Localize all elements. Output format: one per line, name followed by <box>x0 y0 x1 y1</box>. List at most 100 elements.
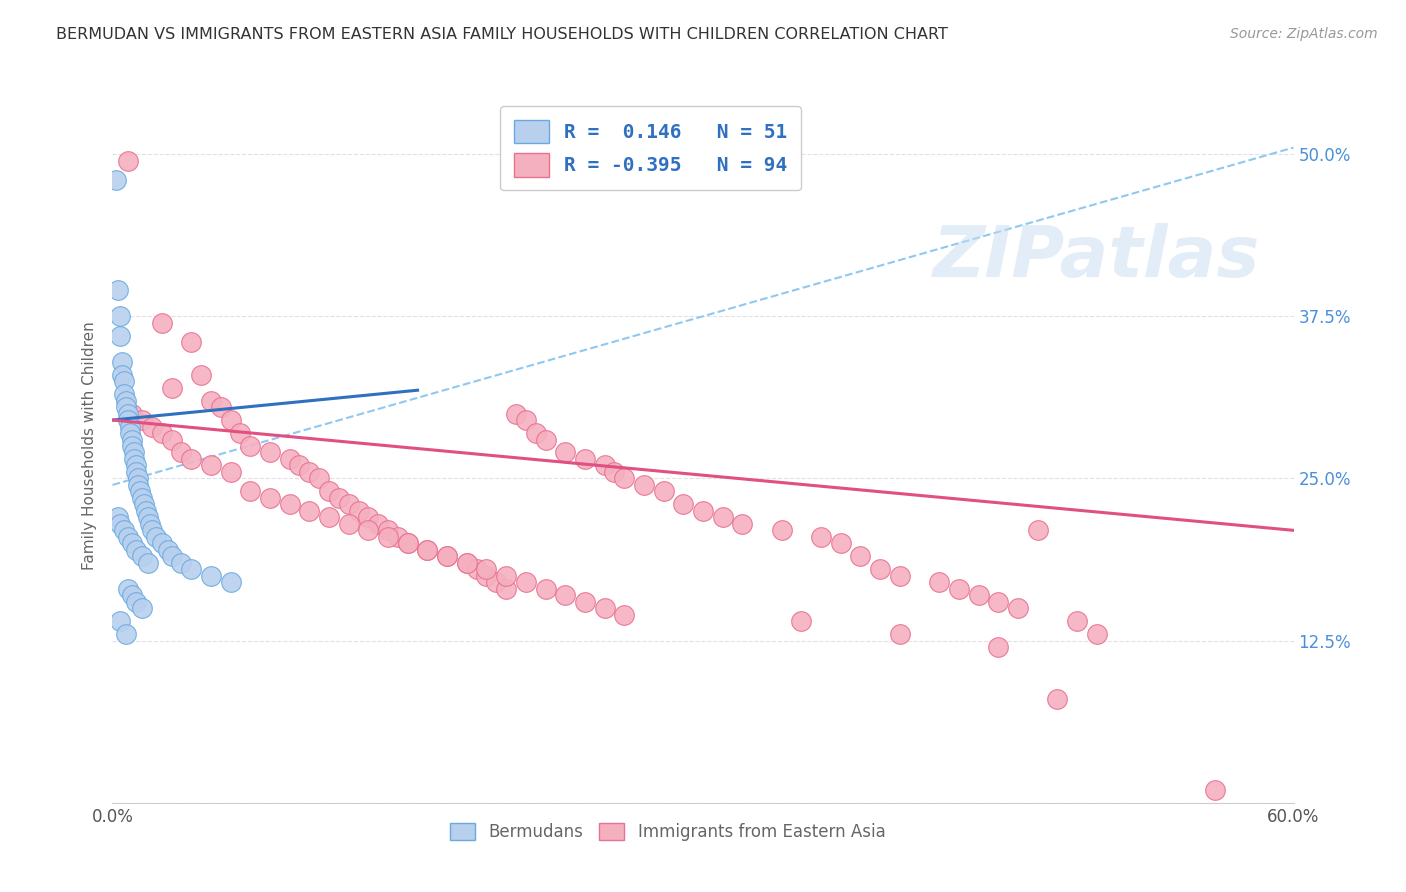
Point <box>121 439 143 453</box>
Point <box>110 310 132 324</box>
Point <box>396 536 419 550</box>
Point <box>318 510 340 524</box>
Point <box>111 354 134 368</box>
Point <box>928 575 950 590</box>
Point <box>574 595 596 609</box>
Point <box>121 407 143 421</box>
Point <box>135 504 157 518</box>
Point <box>127 471 149 485</box>
Point <box>948 582 970 596</box>
Point <box>475 568 498 582</box>
Point <box>200 568 222 582</box>
Point <box>150 536 173 550</box>
Point <box>239 484 262 499</box>
Point <box>120 425 142 440</box>
Point <box>1026 524 1049 538</box>
Point <box>456 556 478 570</box>
Point <box>105 173 128 187</box>
Point <box>131 491 153 505</box>
Point <box>278 497 301 511</box>
Point <box>129 484 152 499</box>
Point <box>465 562 488 576</box>
Point <box>190 368 212 382</box>
Point <box>180 335 202 350</box>
Point <box>298 465 321 479</box>
Point <box>200 393 222 408</box>
Point <box>367 516 389 531</box>
Point <box>554 588 576 602</box>
Point <box>117 582 139 596</box>
Point <box>200 458 222 473</box>
Text: Source: ZipAtlas.com: Source: ZipAtlas.com <box>1230 27 1378 41</box>
Point <box>613 471 636 485</box>
Point <box>328 491 350 505</box>
Point <box>1204 782 1226 797</box>
Point <box>515 413 537 427</box>
Point <box>849 549 872 564</box>
Point <box>436 549 458 564</box>
Point <box>347 504 370 518</box>
Point <box>121 588 143 602</box>
Point <box>613 607 636 622</box>
Point <box>337 497 360 511</box>
Point <box>298 504 321 518</box>
Point <box>652 484 675 499</box>
Point <box>180 452 202 467</box>
Point <box>209 400 232 414</box>
Point <box>110 328 132 343</box>
Point <box>131 413 153 427</box>
Point <box>160 381 183 395</box>
Point <box>770 524 793 538</box>
Point <box>889 627 911 641</box>
Point <box>110 516 132 531</box>
Point <box>170 556 193 570</box>
Point <box>107 283 129 297</box>
Point <box>141 524 163 538</box>
Point <box>475 562 498 576</box>
Point <box>357 510 380 524</box>
Point <box>603 465 626 479</box>
Point <box>830 536 852 550</box>
Point <box>160 549 183 564</box>
Point <box>495 582 517 596</box>
Point <box>505 407 527 421</box>
Point <box>121 433 143 447</box>
Point <box>136 510 159 524</box>
Point <box>485 575 508 590</box>
Point <box>125 595 148 609</box>
Point <box>554 445 576 459</box>
Point <box>357 524 380 538</box>
Point <box>731 516 754 531</box>
Point <box>219 413 242 427</box>
Point <box>111 368 134 382</box>
Point <box>125 542 148 557</box>
Point <box>117 407 139 421</box>
Point <box>107 510 129 524</box>
Point <box>122 445 145 459</box>
Point <box>672 497 695 511</box>
Point <box>112 387 135 401</box>
Point <box>117 153 139 168</box>
Point <box>180 562 202 576</box>
Point <box>318 484 340 499</box>
Text: ZIPatlas: ZIPatlas <box>934 223 1260 293</box>
Point <box>259 445 281 459</box>
Point <box>337 516 360 531</box>
Point <box>416 542 439 557</box>
Point <box>150 316 173 330</box>
Point <box>534 582 557 596</box>
Point <box>288 458 311 473</box>
Point <box>125 465 148 479</box>
Point <box>869 562 891 576</box>
Point <box>810 530 832 544</box>
Point <box>1046 692 1069 706</box>
Text: BERMUDAN VS IMMIGRANTS FROM EASTERN ASIA FAMILY HOUSEHOLDS WITH CHILDREN CORRELA: BERMUDAN VS IMMIGRANTS FROM EASTERN ASIA… <box>56 27 948 42</box>
Point <box>121 536 143 550</box>
Point <box>170 445 193 459</box>
Point <box>1085 627 1108 641</box>
Legend: Bermudans, Immigrants from Eastern Asia: Bermudans, Immigrants from Eastern Asia <box>443 816 893 848</box>
Point <box>229 425 252 440</box>
Point <box>593 601 616 615</box>
Point <box>131 549 153 564</box>
Point <box>515 575 537 590</box>
